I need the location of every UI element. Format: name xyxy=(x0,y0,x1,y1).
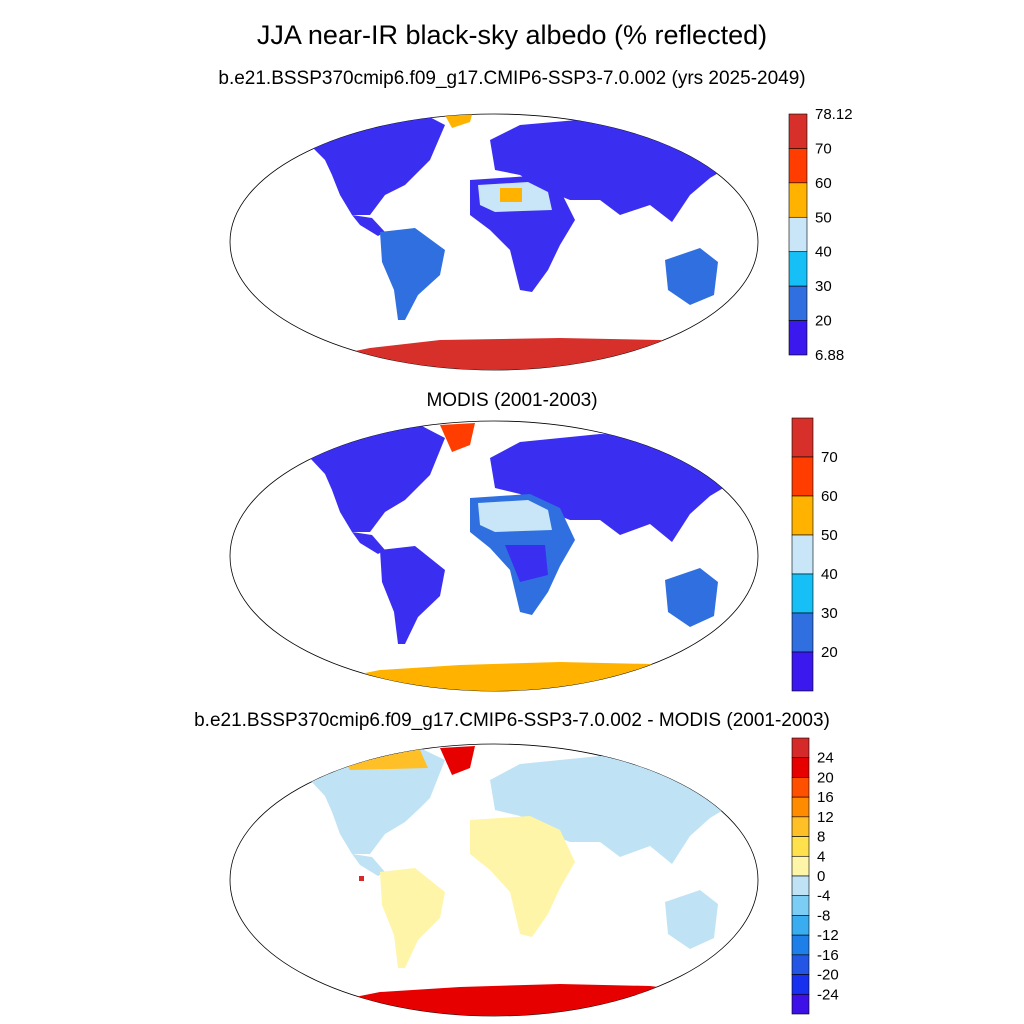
colorbar-tick-label: -12 xyxy=(817,927,839,944)
arctic-canada xyxy=(340,750,428,770)
colorbar-swatch xyxy=(788,216,808,253)
colorbar-swatch xyxy=(791,456,814,497)
colorbar-swatch xyxy=(788,320,808,356)
colorbar-swatch xyxy=(791,495,814,536)
colorbar-tick-label: 40 xyxy=(815,244,832,261)
colorbar-tick-label: -24 xyxy=(817,986,839,1003)
panel-2-title: MODIS (2001-2003) xyxy=(426,390,598,411)
greenland xyxy=(440,114,475,128)
colorbar-tick-label: 12 xyxy=(817,809,834,826)
australia xyxy=(665,248,718,305)
australia xyxy=(665,890,718,949)
pacific-island-marker xyxy=(359,876,364,881)
colorbar-swatch xyxy=(791,836,810,857)
colorbar-tick-label: 70 xyxy=(815,140,832,157)
colorbar-swatch xyxy=(788,148,808,184)
colorbar-tick-label: 16 xyxy=(817,789,834,806)
north-america xyxy=(300,748,445,854)
colorbar-swatch xyxy=(791,757,810,778)
colorbar-tick-label: -8 xyxy=(817,907,830,924)
figure-title: JJA near-IR black-sky albedo (% reflecte… xyxy=(256,20,768,50)
map-panel-2 xyxy=(229,420,759,692)
panel-3-title: b.e21.BSSP370cmip6.f09_g17.CMIP6-SSP3-7.… xyxy=(194,710,830,731)
colorbar-swatch xyxy=(791,737,810,759)
colorbar-swatch xyxy=(791,777,810,798)
colorbar-tick-label: 30 xyxy=(821,605,838,622)
europe-asia xyxy=(490,434,745,542)
map-panel-3 xyxy=(229,743,759,1017)
colorbar-swatch xyxy=(791,855,810,877)
colorbar-swatch xyxy=(791,974,810,995)
colorbar-tick-label: -20 xyxy=(817,967,839,984)
colorbar-tick-label: -4 xyxy=(817,888,830,905)
colorbar-tick-label: 4 xyxy=(817,848,825,865)
panel-1-title: b.e21.BSSP370cmip6.f09_g17.CMIP6-SSP3-7.… xyxy=(218,68,806,89)
south-america xyxy=(380,546,445,644)
central-america xyxy=(352,532,385,554)
colorbar-swatch xyxy=(791,934,810,956)
colorbar-tick-label: 6.88 xyxy=(815,347,844,364)
north-america xyxy=(300,425,445,532)
colorbar-tick-label: 20 xyxy=(815,313,832,330)
sahara xyxy=(478,500,552,532)
colorbar-swatch xyxy=(788,251,808,287)
greenland xyxy=(440,746,475,775)
australia xyxy=(665,568,718,627)
greenland xyxy=(440,423,475,452)
colorbar-tick-label: 20 xyxy=(821,644,838,661)
central-africa xyxy=(505,545,548,582)
colorbar-swatch xyxy=(791,816,810,837)
colorbar-panel-2: 70 60 50 40 30 20 xyxy=(791,417,838,692)
colorbar-tick-label: 20 xyxy=(817,769,834,786)
colorbar-tick-label: 78.12 xyxy=(815,106,853,123)
africa xyxy=(470,816,575,937)
colorbar-swatch xyxy=(791,573,814,614)
colorbar-swatch xyxy=(791,417,814,458)
colorbar-swatch xyxy=(791,875,810,897)
colorbar-tick-label: 70 xyxy=(821,449,838,466)
colorbar-panel-3: 24 20 16 12 8 4 0 -4 -8 -12 -16 -20 -24 xyxy=(791,737,839,1015)
colorbar-tick-label: 30 xyxy=(815,278,832,295)
colorbar-swatch xyxy=(791,993,810,1015)
colorbar-swatch xyxy=(791,796,810,818)
colorbar-swatch xyxy=(788,113,808,149)
colorbar-tick-label: 60 xyxy=(821,488,838,505)
central-america xyxy=(352,854,385,876)
colorbar-tick-label: 50 xyxy=(815,209,832,226)
colorbar-tick-label: 8 xyxy=(817,829,825,846)
colorbar-swatch xyxy=(788,182,808,218)
colorbar-swatch xyxy=(791,895,810,916)
central-america xyxy=(352,215,385,236)
map-panel-1 xyxy=(229,113,759,371)
colorbar-swatch xyxy=(791,651,814,692)
colorbar-tick-label: 40 xyxy=(821,566,838,583)
colorbar-tick-label: 50 xyxy=(821,527,838,544)
colorbar-panel-1: 78.12 70 60 50 40 30 20 6.88 xyxy=(788,106,853,364)
colorbar-swatch xyxy=(791,534,814,575)
colorbar-tick-label: 0 xyxy=(817,868,825,885)
south-america xyxy=(380,868,445,968)
colorbar-tick-label: 60 xyxy=(815,175,832,192)
colorbar-swatch xyxy=(791,612,814,653)
colorbar-swatch xyxy=(791,954,810,975)
colorbar-swatch xyxy=(788,285,808,321)
sahara-bright-patch xyxy=(500,188,522,202)
colorbar-tick-label: -16 xyxy=(817,947,839,964)
colorbar-tick-label: 24 xyxy=(817,750,834,767)
colorbar-swatch xyxy=(791,915,810,936)
south-america xyxy=(380,228,445,320)
